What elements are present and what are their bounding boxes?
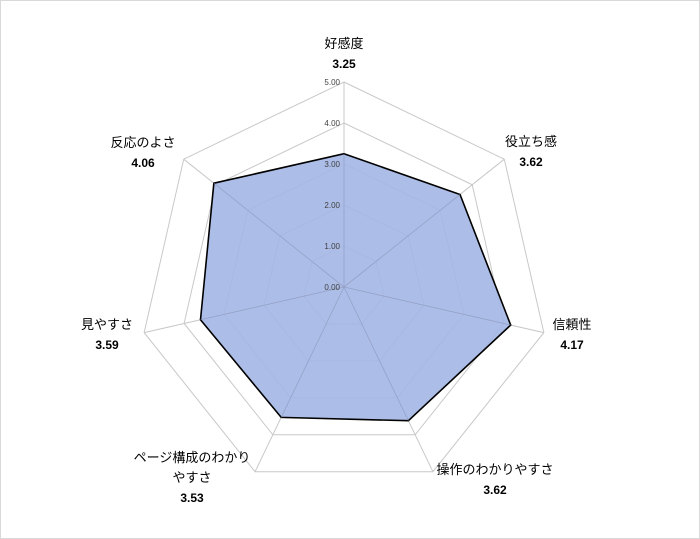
tick-labels: 0.00 1.00 2.00 3.00 4.00 5.00: [324, 78, 340, 292]
tick-label-0: 0.00: [324, 283, 340, 292]
tick-label-3: 3.00: [324, 160, 340, 169]
value-label-6: 4.06: [131, 156, 155, 170]
axis-labels: 好感度 3.25 役立ち感 3.62 信頼性 4.17 操作のわかりやすさ 3.62 ページ構成…: [81, 36, 592, 505]
series-spoke-5: [200, 286, 345, 321]
grid-ring-5: [143, 81, 545, 473]
value-label-0: 3.25: [332, 57, 356, 71]
axis-label-6: 反応のよさ: [110, 136, 175, 151]
axis-label-3: 操作のわかりやすさ: [436, 462, 553, 478]
value-label-4: 3.53: [180, 491, 204, 505]
value-label-1: 3.62: [519, 155, 543, 169]
tick-label-4: 4.00: [324, 119, 340, 128]
axis-label-4-line-0: ページ構成のわかり: [134, 451, 251, 466]
series-spoke-3: [343, 286, 409, 421]
series-spoke-1: [343, 194, 461, 288]
axis-label-1: 役立ち感: [505, 134, 557, 150]
tick-label-1: 1.00: [324, 242, 340, 251]
series-spoke-4: [280, 286, 345, 418]
value-label-5: 3.59: [95, 338, 119, 352]
value-label-2: 4.17: [560, 338, 584, 352]
axis-label-0: 好感度: [324, 36, 363, 52]
axis-label-5: 見やすさ: [81, 318, 133, 333]
series: [199, 152, 512, 422]
tick-label-2: 2.00: [324, 201, 340, 210]
series-spoke-2: [343, 286, 511, 326]
axis-label-4-line-1: やすさ: [172, 471, 211, 486]
tick-label-5: 5.00: [324, 78, 340, 87]
value-label-3: 3.62: [483, 483, 507, 497]
grid-ring-4: [183, 122, 505, 436]
series-area: [199, 152, 512, 422]
axis-label-2: 信頼性: [552, 318, 591, 333]
series-spoke-6: [213, 182, 345, 288]
